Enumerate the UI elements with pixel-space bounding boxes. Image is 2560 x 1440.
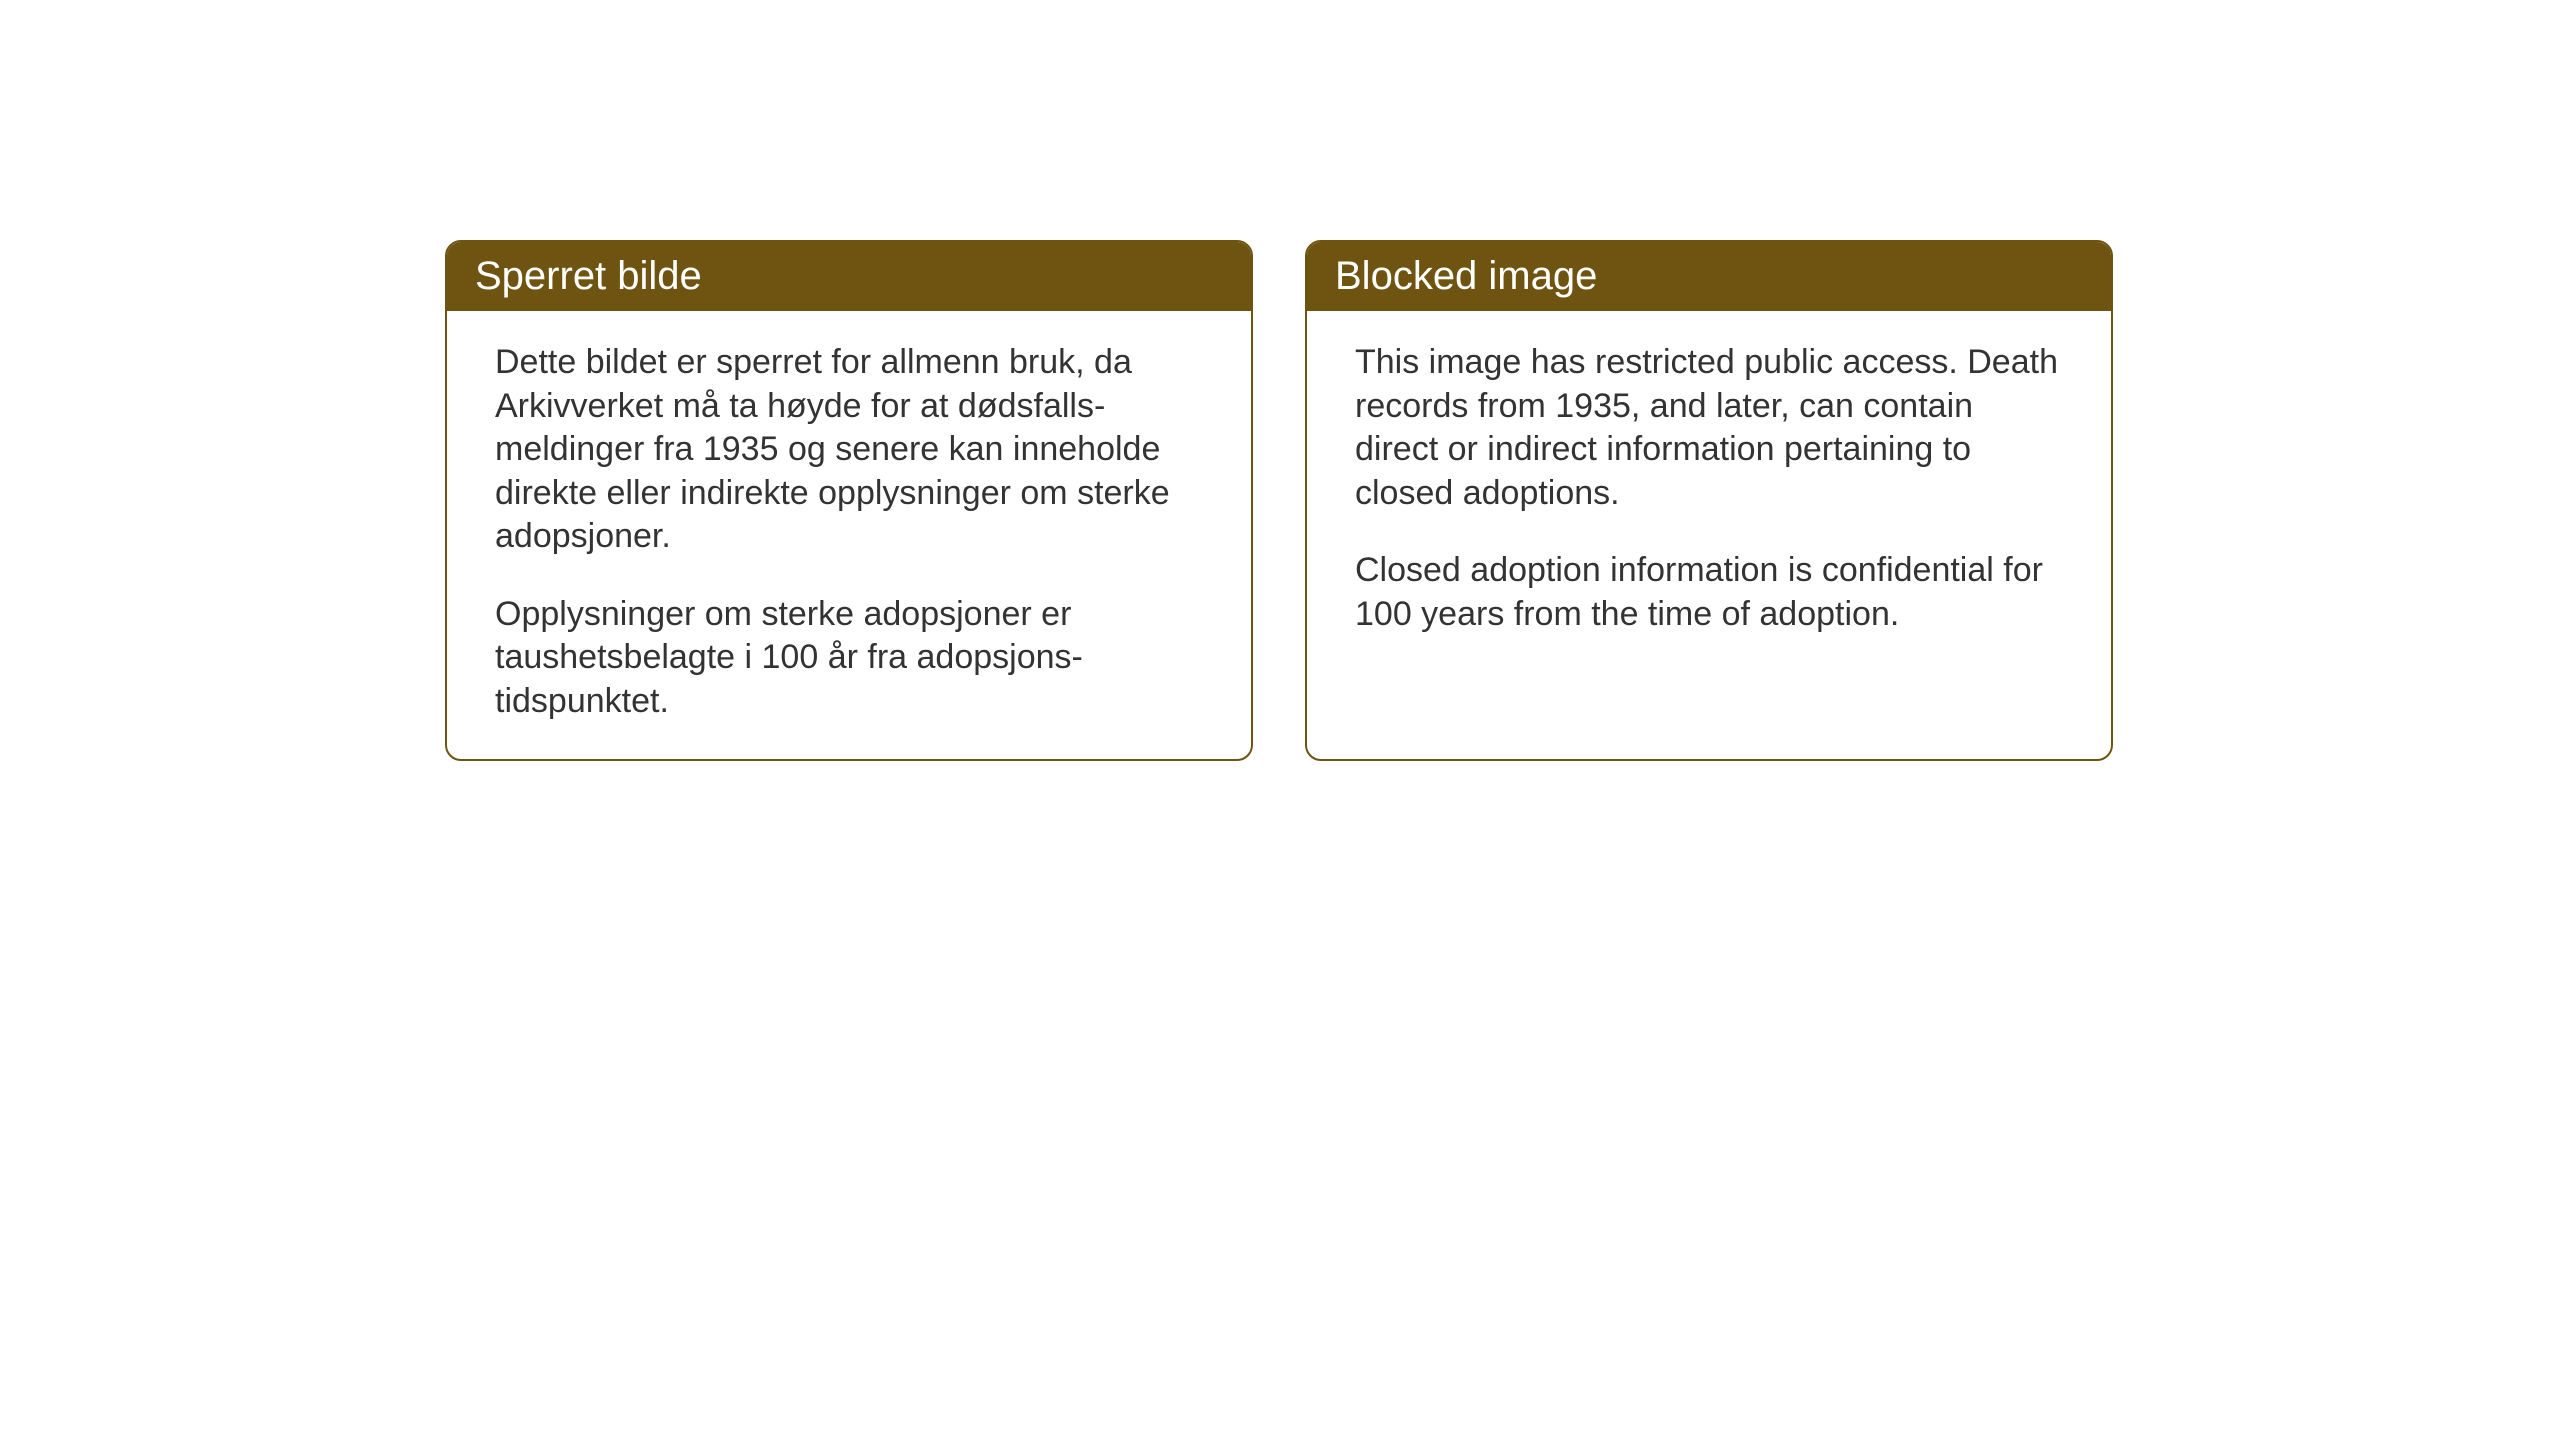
norwegian-paragraph-1: Dette bildet er sperret for allmenn bruk…: [495, 341, 1203, 559]
norwegian-paragraph-2: Opplysninger om sterke adopsjoner er tau…: [495, 593, 1203, 724]
norwegian-card-body: Dette bildet er sperret for allmenn bruk…: [447, 311, 1251, 759]
english-card-body: This image has restricted public access.…: [1307, 311, 2111, 672]
norwegian-card-title: Sperret bilde: [447, 242, 1251, 311]
notice-container: Sperret bilde Dette bildet er sperret fo…: [445, 240, 2113, 761]
english-paragraph-2: Closed adoption information is confident…: [1355, 549, 2063, 636]
english-card-title: Blocked image: [1307, 242, 2111, 311]
english-paragraph-1: This image has restricted public access.…: [1355, 341, 2063, 515]
norwegian-notice-card: Sperret bilde Dette bildet er sperret fo…: [445, 240, 1253, 761]
english-notice-card: Blocked image This image has restricted …: [1305, 240, 2113, 761]
